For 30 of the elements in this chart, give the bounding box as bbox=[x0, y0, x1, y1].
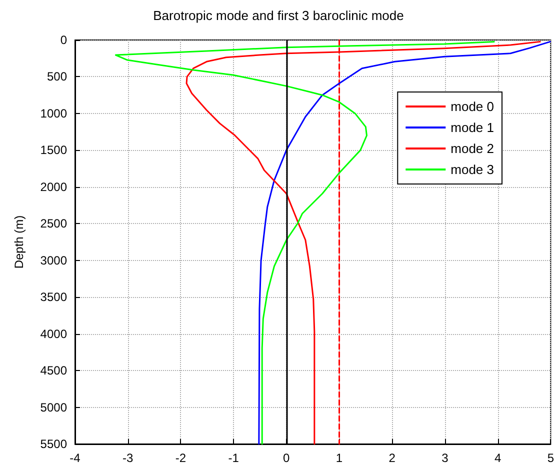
y-tick-label: 1000 bbox=[40, 106, 68, 120]
x-tick-label: 2 bbox=[388, 451, 396, 464]
x-tick-label: -2 bbox=[175, 451, 186, 464]
y-tick-label: 500 bbox=[46, 70, 68, 84]
legend-label: mode 1 bbox=[450, 120, 494, 135]
legend-label: mode 2 bbox=[450, 141, 494, 156]
x-tick-label: 3 bbox=[442, 451, 449, 464]
y-tick-label: 2000 bbox=[40, 180, 68, 194]
chart-title: Barotropic mode and first 3 baroclinic mode bbox=[153, 8, 404, 23]
x-tick-label: 0 bbox=[283, 451, 290, 464]
x-tick-label: 1 bbox=[336, 451, 343, 464]
y-tick-label: 4500 bbox=[40, 364, 68, 378]
y-tick-label: 5500 bbox=[40, 437, 68, 451]
x-tick-label: -3 bbox=[122, 451, 134, 464]
y-tick-label: 4000 bbox=[40, 326, 68, 341]
x-tick-label: -1 bbox=[228, 451, 240, 464]
y-tick-label: 1500 bbox=[40, 143, 68, 158]
line-series bbox=[186, 40, 541, 445]
y-axis-title: Depth (m) bbox=[12, 215, 26, 269]
x-tick-label: -4 bbox=[70, 451, 81, 464]
y-tick-label: 3500 bbox=[40, 290, 68, 304]
y-tick-label: 3000 bbox=[40, 253, 68, 268]
legend-label: mode 3 bbox=[450, 162, 494, 177]
legend-label: mode 0 bbox=[450, 99, 494, 114]
y-tick-label: 0 bbox=[60, 33, 68, 47]
y-tick-label: 5000 bbox=[40, 400, 68, 414]
y-tick-label: 2500 bbox=[40, 216, 68, 231]
line-series bbox=[114, 40, 495, 445]
x-tick-label: 5 bbox=[547, 451, 554, 464]
x-tick-label: 4 bbox=[494, 451, 502, 464]
